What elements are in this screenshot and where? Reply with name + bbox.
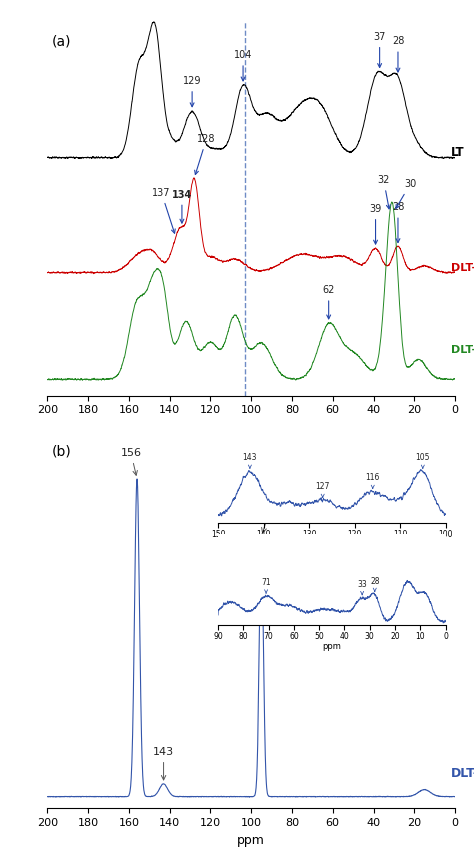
X-axis label: ppm: ppm	[322, 643, 341, 651]
Text: 30: 30	[396, 180, 416, 208]
Text: 137: 137	[152, 188, 175, 233]
X-axis label: ppm: ppm	[237, 834, 265, 847]
Text: DLT-PL: DLT-PL	[451, 768, 474, 780]
Text: 33: 33	[357, 580, 367, 595]
Text: 104: 104	[234, 50, 252, 81]
Text: 71: 71	[261, 579, 271, 593]
Text: DLT-BM: DLT-BM	[451, 263, 474, 272]
Text: 62: 62	[322, 285, 335, 319]
Text: DLT-MI: DLT-MI	[451, 345, 474, 355]
Text: 143: 143	[153, 747, 174, 780]
Text: 156: 156	[120, 448, 141, 475]
Text: 95: 95	[262, 504, 277, 533]
Text: 28: 28	[392, 37, 404, 72]
Text: 37: 37	[374, 32, 386, 67]
Text: 32: 32	[377, 175, 390, 208]
X-axis label: ppm: ppm	[237, 421, 265, 434]
X-axis label: ppm: ppm	[322, 540, 341, 549]
Text: 143: 143	[243, 453, 257, 468]
Text: 116: 116	[365, 473, 380, 488]
Text: 128: 128	[195, 134, 216, 174]
Text: (b): (b)	[52, 444, 71, 459]
Text: 127: 127	[316, 483, 330, 497]
Text: 28: 28	[392, 203, 404, 243]
Text: 105: 105	[416, 454, 430, 468]
Text: (a): (a)	[52, 34, 71, 49]
Text: 39: 39	[369, 204, 382, 244]
Text: 129: 129	[183, 76, 201, 106]
Text: LT: LT	[451, 146, 465, 159]
Text: 134: 134	[172, 190, 192, 223]
Text: 28: 28	[370, 577, 380, 591]
